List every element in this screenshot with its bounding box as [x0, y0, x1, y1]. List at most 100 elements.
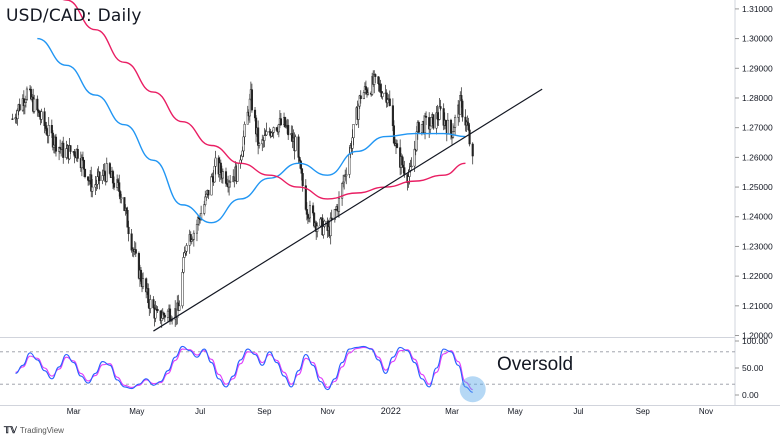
candle-body — [166, 310, 169, 318]
oversold-annotation: Oversold — [497, 354, 574, 375]
candle-body — [96, 176, 99, 185]
candle-body — [471, 143, 474, 157]
tradingview-brand: TradingView — [19, 426, 64, 435]
candle-body — [279, 118, 282, 125]
candle-body — [348, 153, 351, 175]
candle-body — [125, 207, 128, 211]
time-tick-label-2: Jul — [195, 407, 205, 416]
candle-body — [192, 232, 195, 240]
candle-body — [181, 272, 184, 307]
candle-body — [45, 128, 48, 135]
price-tick-label-2: 1.29000 — [742, 63, 773, 73]
candle-body — [352, 124, 355, 139]
candle-body — [351, 137, 354, 149]
osc-tick-label-2: 0.00 — [742, 390, 759, 400]
candle-body — [112, 182, 116, 188]
candle-body — [308, 205, 312, 219]
candle-body — [415, 131, 418, 151]
price-tick-label-0: 1.31000 — [742, 4, 773, 14]
candle-body — [221, 171, 224, 179]
candle-body — [50, 125, 53, 134]
candle-body — [446, 119, 449, 135]
candle-body — [366, 92, 370, 95]
candle-body — [11, 118, 14, 120]
candle-body — [62, 142, 65, 158]
candle-body — [163, 314, 166, 318]
candle-body — [229, 181, 232, 183]
candle-body — [429, 125, 432, 130]
candle-body — [91, 186, 94, 192]
candle-body — [436, 112, 439, 120]
candle-body — [149, 299, 152, 309]
candle-body — [401, 156, 404, 166]
candle-body — [287, 124, 290, 136]
candle-body — [214, 157, 217, 167]
candle-body — [111, 171, 115, 184]
time-tick-label-6: Mar — [445, 407, 459, 416]
candle-body — [395, 143, 399, 148]
candle-body — [374, 74, 377, 77]
candle-body — [312, 205, 315, 214]
price-tick-label-9: 1.22000 — [742, 271, 773, 281]
candle-body — [156, 308, 159, 312]
candle-body — [105, 163, 108, 182]
candle-body — [76, 148, 79, 159]
candle-body — [38, 110, 41, 117]
price-tick-label-5: 1.26000 — [742, 152, 773, 162]
candle-body — [468, 129, 471, 145]
candle-body — [47, 125, 50, 136]
osc-tick-label-1: 50.00 — [742, 363, 764, 373]
candle-body — [160, 318, 163, 321]
candle-body — [182, 257, 185, 273]
chart-title: USD/CAD: Daily — [6, 6, 142, 26]
candle-body — [54, 136, 58, 152]
candle-body — [43, 111, 46, 127]
candle-body — [152, 299, 155, 309]
candle-body — [236, 163, 239, 182]
candle-body — [33, 98, 36, 112]
candle-body — [377, 76, 380, 84]
candle-body — [272, 127, 275, 133]
candle-body — [357, 105, 360, 120]
candle-body — [242, 136, 245, 152]
price-tick-label-4: 1.27000 — [742, 123, 773, 133]
candle-body — [453, 127, 456, 132]
candle-body — [258, 143, 261, 146]
candle-body — [134, 249, 137, 254]
candle-body — [417, 122, 420, 133]
candle-body — [203, 204, 206, 214]
price-tick-label-7: 1.24000 — [742, 212, 773, 222]
candle-body — [337, 197, 341, 212]
candle-body — [195, 223, 199, 234]
candle-body — [298, 157, 301, 161]
candle-body — [108, 163, 111, 174]
candle-body — [248, 98, 251, 117]
candle-body — [359, 95, 362, 100]
candle-body — [345, 174, 348, 177]
candle-body — [154, 308, 157, 319]
time-tick-label-10: Nov — [699, 407, 713, 416]
osc-tick-label-0: 100.00 — [742, 336, 768, 346]
candle-body — [162, 312, 165, 316]
candle-body — [430, 117, 433, 127]
candle-body — [127, 226, 130, 235]
candle-body — [213, 166, 216, 183]
candle-body — [200, 213, 203, 221]
candle-body — [168, 308, 172, 321]
candle-body — [118, 182, 121, 192]
time-tick-label-0: Mar — [67, 407, 81, 416]
candle-body — [444, 120, 447, 126]
candle-body — [142, 278, 145, 287]
candle-body — [253, 109, 257, 119]
candle-body — [322, 226, 325, 236]
candle-body — [250, 89, 253, 111]
candle-body — [299, 160, 302, 169]
candlestick-series — [11, 70, 474, 328]
candle-body — [65, 148, 68, 158]
candle-body — [18, 104, 21, 111]
candle-body — [277, 124, 280, 133]
candle-body — [207, 189, 210, 196]
candle-body — [284, 117, 287, 128]
candle-body — [147, 288, 150, 304]
